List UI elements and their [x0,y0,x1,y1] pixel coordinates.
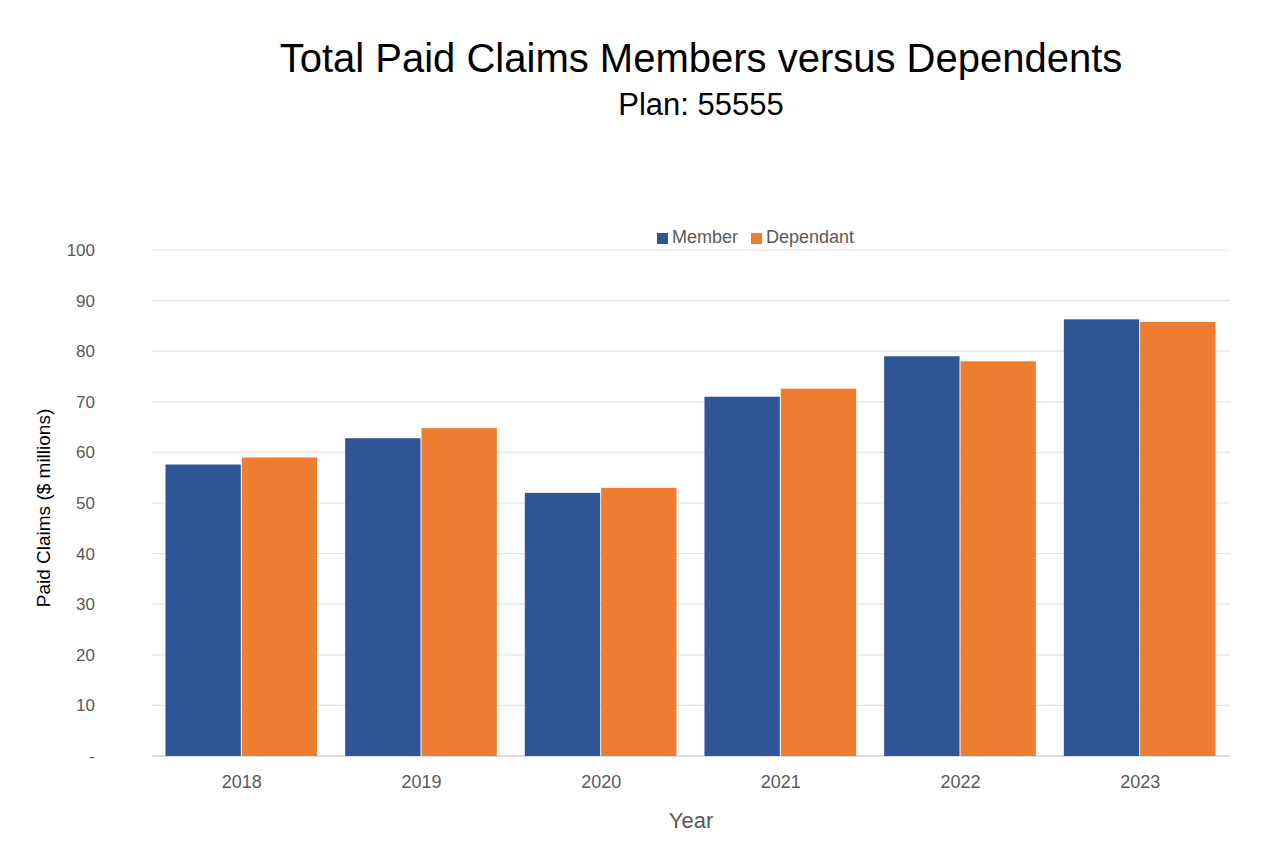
y-tick-label: 10 [76,696,95,715]
x-tick-label: 2023 [1120,772,1160,792]
bar [1064,319,1139,756]
legend: Member Dependant [657,227,854,247]
x-tick-label: 2022 [940,772,980,792]
x-tick-label: 2018 [222,772,262,792]
y-tick-label: 60 [76,443,95,462]
legend-label: Member [672,227,738,247]
x-tick-label: 2019 [401,772,441,792]
y-tick-label: 80 [76,342,95,361]
title: Total Paid Claims Members versus Depende… [280,36,1123,80]
bar [165,465,240,756]
chart-svg: Total Paid Claims Members versus Depende… [0,0,1280,850]
y-tick-label: 30 [76,595,95,614]
legend-label: Dependant [766,227,854,247]
y-tick-label: 70 [76,393,95,412]
subtitle: Plan: 55555 [618,87,783,122]
y-tick-label: 100 [67,241,95,260]
y-tick-label: 40 [76,545,95,564]
bar [345,438,420,756]
bar [781,389,856,756]
y-axis-label: Paid Claims ($ millions) [33,409,54,608]
chart-container: Total Paid Claims Members versus Depende… [0,0,1280,850]
bar [525,493,600,756]
bar [242,457,317,756]
legend-swatch [751,233,762,244]
bar [422,428,497,756]
bar [1140,322,1215,756]
y-tick-label: 50 [76,494,95,513]
bar [601,488,676,756]
bar [704,397,779,756]
y-tick-label: 90 [76,292,95,311]
y-tick-label: - [89,747,95,766]
grid-line [152,300,1230,301]
bars [165,319,1215,756]
y-tick-label: 20 [76,646,95,665]
x-axis-label: Year [669,808,713,833]
grid-line [152,249,1230,250]
bar [961,361,1036,756]
bar [884,356,959,756]
x-tick-label: 2021 [761,772,801,792]
legend-swatch [657,233,668,244]
x-tick-label: 2020 [581,772,621,792]
